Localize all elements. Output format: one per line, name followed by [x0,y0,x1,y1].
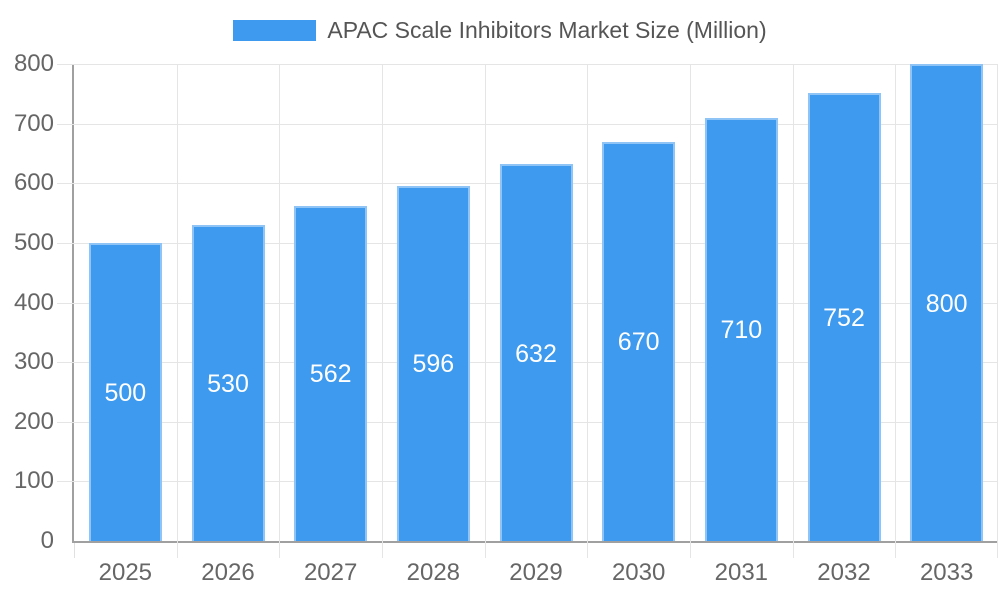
v-gridline [279,64,281,558]
v-gridline [895,64,897,558]
bar-2027[interactable]: 562 [294,205,368,541]
bar-2032[interactable]: 752 [807,92,881,541]
v-gridline [176,64,178,558]
y-tick-label: 700 [13,109,54,137]
bar-value-label: 670 [617,328,660,357]
y-tick-label: 600 [13,169,54,197]
y-tick-label: 800 [13,50,54,77]
y-tick-label: 0 [40,527,54,554]
bar-2033[interactable]: 800 [910,64,984,541]
bar-2028[interactable]: 596 [396,185,470,541]
v-gridline [792,64,794,558]
bar-value-label: 530 [207,370,249,398]
x-tick-label: 2025 [98,559,153,586]
plot-area: 500 530 562 596 632 670 710 752 800 [57,64,998,558]
bar-2029[interactable]: 632 [499,164,573,541]
legend: APAC Scale Inhibitors Market Size (Milli… [0,17,1000,44]
v-gridline [484,64,486,558]
x-tick-label: 2029 [509,559,563,586]
bar-value-label: 562 [309,360,352,389]
bar-value-label: 500 [104,378,147,407]
h-gridline [57,64,998,65]
bar-2026[interactable]: 530 [191,225,265,541]
x-tick-label: 2030 [611,559,666,586]
x-axis-tick [74,543,75,558]
x-tick-label: 2028 [406,559,461,586]
bar-value-label: 800 [925,289,968,318]
legend-swatch-icon [233,20,317,41]
bar-value-label: 710 [720,316,763,345]
y-tick-label: 500 [13,228,54,256]
bar-value-label: 632 [515,339,557,368]
x-tick-label: 2026 [201,559,255,586]
v-gridline [997,64,998,558]
h-gridline [57,123,998,125]
v-gridline [587,64,589,558]
y-tick-label: 100 [13,467,54,495]
y-tick-label: 300 [13,348,54,376]
bar-value-label: 752 [823,303,865,332]
x-tick-label: 2031 [714,559,769,586]
x-tick-label: 2027 [303,559,358,586]
x-tick-label: 2033 [919,559,974,586]
bar-value-label: 596 [412,350,455,379]
y-tick-label: 400 [13,288,54,316]
x-tick-label: 2032 [817,559,871,586]
legend-item[interactable]: APAC Scale Inhibitors Market Size (Milli… [233,17,767,44]
v-gridline [382,64,383,558]
bar-2025[interactable]: 500 [88,242,162,541]
bar-2030[interactable]: 670 [602,141,676,541]
v-gridline [690,64,691,558]
legend-label: APAC Scale Inhibitors Market Size (Milli… [327,17,767,43]
y-tick-label: 200 [13,407,54,435]
bar-2031[interactable]: 710 [704,117,778,541]
